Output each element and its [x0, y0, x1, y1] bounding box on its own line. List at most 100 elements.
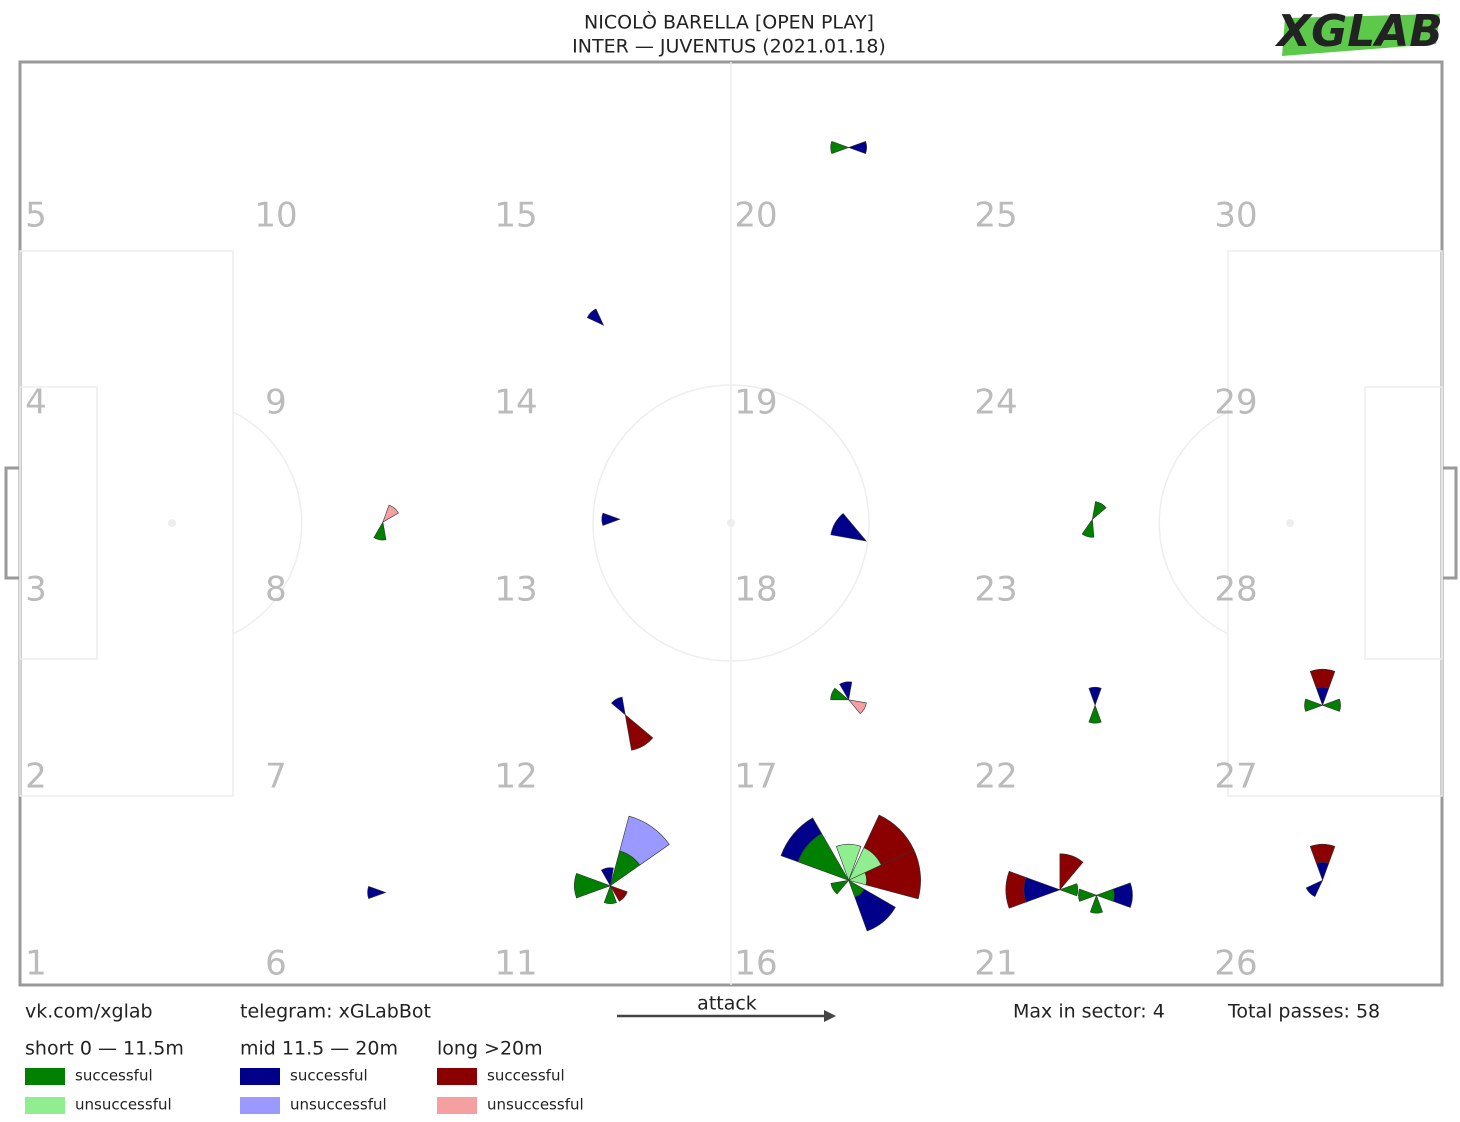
pass-sector [601, 512, 621, 526]
pass-glyph [1304, 668, 1341, 712]
pass-sector [1081, 518, 1095, 538]
zone-number: 25 [974, 196, 1017, 236]
pass-sector [854, 888, 896, 932]
pass-sector [1023, 877, 1061, 903]
pass-glyph [601, 512, 621, 526]
legend-label: unsuccessful [75, 1096, 172, 1114]
pass-glyph [830, 140, 867, 155]
zone-number: 12 [494, 757, 537, 797]
pass-sector [382, 504, 399, 523]
zone-number: 5 [25, 196, 47, 236]
pass-sector [1058, 883, 1079, 897]
logo-bg [1282, 14, 1440, 56]
pass-glyph [780, 814, 921, 932]
zone-number: 7 [265, 757, 287, 797]
zone-number: 16 [734, 944, 777, 984]
pass-sector [1005, 870, 1027, 909]
zone-number: 28 [1214, 570, 1257, 610]
attack-arrowhead [824, 1010, 836, 1022]
pass-sector [1095, 888, 1115, 902]
legend-title: short 0 — 11.5m [25, 1038, 184, 1060]
pass-sector [847, 140, 867, 155]
legend-title: long >20m [437, 1038, 543, 1060]
pass-sector [1112, 882, 1133, 908]
pass-glyph [830, 681, 867, 715]
legend-swatch [240, 1097, 280, 1114]
pass-sector [1088, 704, 1102, 724]
zone-number: 19 [734, 383, 777, 423]
subtitle: INTER — JUVENTUS (2021.01.18) [572, 36, 886, 58]
pass-glyph [574, 815, 670, 904]
pass-sector [1321, 698, 1341, 712]
zone-number: 9 [265, 383, 287, 423]
pass-glyph [1081, 501, 1107, 538]
zone-number: 22 [974, 757, 1017, 797]
pass-glyph [367, 885, 387, 900]
pass-sector [574, 873, 612, 899]
zone-number: 17 [734, 757, 777, 797]
zone-number: 10 [254, 196, 297, 236]
legend-label: successful [75, 1067, 153, 1085]
legend-swatch [437, 1097, 477, 1114]
pass-sector [373, 521, 387, 541]
total-passes: Total passes: 58 [1227, 1001, 1380, 1023]
zone-number: 1 [25, 944, 47, 984]
pass-sector [1091, 501, 1107, 521]
zone-number: 26 [1214, 944, 1257, 984]
pass-sector [611, 696, 626, 716]
pass-glyph [611, 696, 654, 751]
zone-number: 29 [1214, 383, 1257, 423]
max-in-sector: Max in sector: 4 [1013, 1001, 1165, 1023]
vk-link: vk.com/xglab [25, 1001, 153, 1023]
pass-sector [586, 308, 605, 326]
attack-label: attack [697, 993, 757, 1015]
zone-number: 4 [25, 383, 47, 423]
zone-number: 23 [974, 570, 1017, 610]
pass-sector [835, 843, 862, 882]
pass-glyph [1078, 882, 1133, 914]
zone-number: 24 [974, 383, 1017, 423]
pitch [4, 60, 1458, 987]
pass-sector [619, 815, 670, 866]
pass-sector [1078, 888, 1098, 902]
pass-glyph [373, 504, 399, 541]
pass-glyph [1088, 686, 1102, 724]
pass-glyph [830, 513, 868, 542]
pass-sector [1309, 843, 1336, 864]
logo: XGLAB [1274, 6, 1443, 57]
pass-sector [1316, 686, 1330, 707]
telegram: telegram: xGLabBot [240, 1001, 431, 1023]
pass-sector [624, 713, 654, 751]
pass-sector [1305, 879, 1324, 897]
zone-number: 18 [734, 570, 777, 610]
pass-sector [1304, 698, 1324, 712]
legend-label: unsuccessful [290, 1096, 387, 1114]
zone-number: 15 [494, 196, 537, 236]
zone-number: 2 [25, 757, 47, 797]
pass-sector [600, 867, 614, 887]
zone-number: 11 [494, 944, 537, 984]
zone-number: 13 [494, 570, 537, 610]
pass-sector [830, 140, 850, 155]
pass-sector [780, 817, 823, 863]
pass-sector [1059, 853, 1084, 891]
pass-sector [1088, 686, 1102, 707]
zone-number: 14 [494, 383, 537, 423]
pass-sector [839, 681, 853, 701]
pass-sector [830, 687, 850, 701]
pass-sector [609, 885, 628, 902]
pass-sector [1089, 894, 1103, 914]
pass-sector [367, 885, 387, 900]
pass-sector [863, 814, 915, 866]
pass-glyph [586, 308, 605, 326]
pass-sector [847, 699, 867, 715]
zone-number: 3 [25, 570, 47, 610]
zone-number: 8 [265, 570, 287, 610]
pass-sector [1309, 668, 1336, 689]
legend-label: successful [487, 1067, 565, 1085]
legend-swatch [25, 1068, 65, 1085]
pass-sector [864, 849, 921, 900]
legend-swatch [25, 1097, 65, 1114]
zone-number: 27 [1214, 757, 1257, 797]
